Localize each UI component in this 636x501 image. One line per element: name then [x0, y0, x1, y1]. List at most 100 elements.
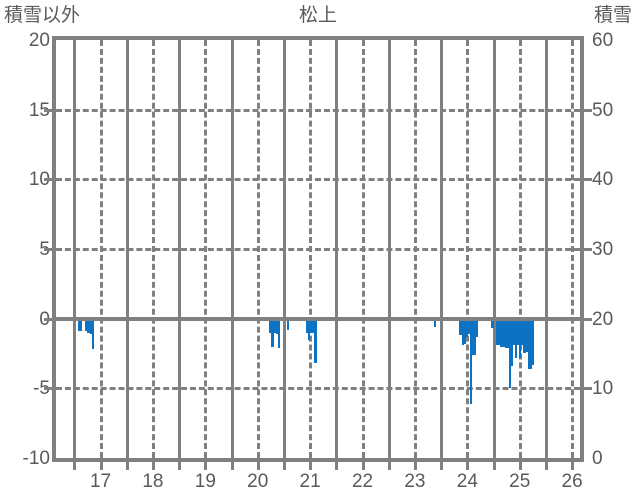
bar	[310, 318, 313, 333]
vertical-gridline-minor	[413, 40, 417, 458]
x-tick-label: 18	[142, 471, 164, 492]
x-tick-mark	[413, 462, 417, 470]
horizontal-gridline	[56, 387, 580, 391]
bar	[463, 318, 466, 344]
right-tick-mark	[584, 248, 592, 251]
x-tick-mark	[151, 462, 155, 470]
bar	[529, 318, 532, 369]
right-tick-label: 50	[592, 99, 614, 121]
bar	[314, 318, 317, 364]
left-axis-title: 積雪以外	[4, 5, 81, 26]
vertical-gridline-major	[335, 40, 339, 458]
vertical-gridline-major	[440, 40, 444, 458]
x-tick-mark	[492, 462, 496, 470]
bar	[474, 318, 477, 355]
right-tick-label: 30	[592, 239, 614, 260]
bar	[491, 318, 494, 329]
x-tick-mark	[440, 462, 444, 470]
x-tick-mark	[571, 462, 575, 470]
x-tick-mark	[99, 462, 103, 470]
bar	[498, 318, 501, 346]
left-tick-mark	[44, 387, 52, 391]
vertical-gridline-major	[492, 40, 496, 458]
x-tick-mark	[544, 462, 548, 470]
bar	[525, 318, 528, 353]
bar	[85, 318, 88, 332]
bar	[308, 318, 311, 340]
vertical-gridline-minor	[518, 40, 522, 458]
vertical-gridline-minor	[309, 40, 313, 458]
vertical-gridline-minor	[204, 40, 208, 458]
vertical-gridline-minor	[361, 40, 365, 458]
horizontal-gridline	[56, 248, 580, 251]
plot-inner	[56, 40, 580, 458]
left-tick-mark	[44, 248, 52, 251]
horizontal-gridline	[56, 178, 580, 182]
vertical-gridline-major	[230, 40, 234, 458]
vertical-gridline-major	[544, 40, 548, 458]
right-tick-mark	[584, 317, 592, 321]
x-tick-mark	[256, 462, 260, 470]
right-axis-title: 積雪	[593, 5, 632, 26]
x-tick-mark	[73, 462, 77, 470]
bar	[89, 318, 92, 334]
x-tick-label: 19	[194, 471, 216, 492]
bar	[467, 318, 471, 334]
right-tick-label: 0	[592, 448, 603, 469]
vertical-gridline-major	[178, 40, 182, 458]
x-tick-label: 26	[561, 471, 583, 492]
vertical-gridline-major	[73, 40, 77, 458]
bar	[523, 318, 526, 354]
chart-title: 松上	[298, 5, 337, 26]
vertical-gridline-major	[387, 40, 391, 458]
left-tick-label: 15	[28, 99, 50, 121]
bar	[500, 318, 503, 347]
bar	[504, 318, 507, 348]
zero-axis-line	[56, 316, 580, 321]
x-tick-mark	[282, 462, 286, 470]
vertical-gridline-minor	[466, 40, 470, 458]
vertical-gridline-minor	[571, 40, 575, 458]
x-tick-label: 25	[509, 471, 531, 492]
x-tick-mark	[125, 462, 129, 470]
x-tick-label: 20	[247, 471, 269, 492]
x-tick-mark	[204, 462, 208, 470]
left-tick-mark	[44, 108, 52, 112]
bar	[506, 318, 509, 348]
bar	[515, 318, 518, 358]
bar	[502, 318, 505, 347]
bar	[277, 318, 280, 348]
bar	[512, 318, 516, 346]
bar	[519, 318, 522, 358]
right-tick-mark	[584, 108, 592, 112]
bar	[496, 318, 499, 346]
bar	[87, 318, 90, 333]
bar	[271, 318, 274, 347]
bar	[527, 318, 530, 369]
plot-area	[52, 36, 584, 462]
left-tick-mark	[44, 178, 52, 182]
x-tick-mark	[387, 462, 391, 470]
horizontal-gridline	[56, 108, 580, 112]
vertical-gridline-major	[125, 40, 129, 458]
x-tick-label: 17	[89, 471, 112, 492]
bar	[286, 318, 289, 330]
bar	[469, 318, 473, 404]
x-tick-mark	[230, 462, 234, 470]
x-tick-mark	[335, 462, 339, 470]
right-tick-label: 10	[592, 378, 614, 400]
left-tick-label: 10	[28, 169, 50, 191]
x-tick-label: 23	[404, 471, 426, 492]
bar	[459, 318, 462, 336]
bar	[465, 318, 468, 337]
bar	[91, 318, 94, 350]
x-tick-mark	[466, 462, 470, 470]
right-tick-label: 20	[592, 308, 614, 330]
left-tick-mark	[44, 317, 52, 321]
bar	[521, 318, 524, 346]
x-tick-mark	[178, 462, 182, 470]
bar	[433, 318, 436, 328]
x-tick-mark	[361, 462, 365, 470]
bar	[305, 318, 309, 333]
